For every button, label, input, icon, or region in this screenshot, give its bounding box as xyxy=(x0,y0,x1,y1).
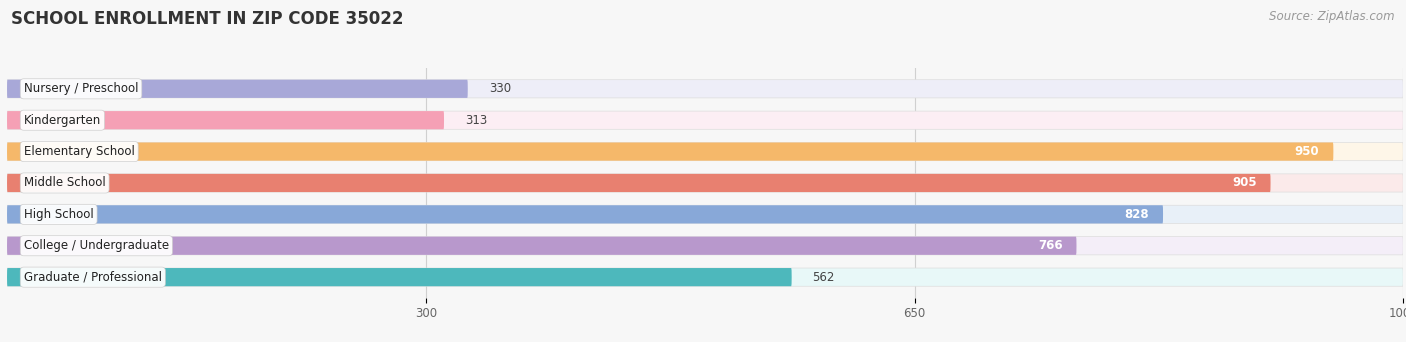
Text: 950: 950 xyxy=(1295,145,1319,158)
Text: 905: 905 xyxy=(1232,176,1257,189)
Text: Nursery / Preschool: Nursery / Preschool xyxy=(24,82,138,95)
FancyBboxPatch shape xyxy=(7,268,792,286)
Text: 828: 828 xyxy=(1125,208,1149,221)
Text: SCHOOL ENROLLMENT IN ZIP CODE 35022: SCHOOL ENROLLMENT IN ZIP CODE 35022 xyxy=(11,10,404,28)
Text: Graduate / Professional: Graduate / Professional xyxy=(24,271,162,284)
Text: 766: 766 xyxy=(1038,239,1063,252)
FancyBboxPatch shape xyxy=(7,80,468,98)
Text: 562: 562 xyxy=(813,271,835,284)
FancyBboxPatch shape xyxy=(7,237,1403,255)
Text: College / Undergraduate: College / Undergraduate xyxy=(24,239,169,252)
Text: 313: 313 xyxy=(465,114,488,127)
FancyBboxPatch shape xyxy=(7,205,1163,223)
Text: 330: 330 xyxy=(489,82,510,95)
FancyBboxPatch shape xyxy=(7,111,1403,129)
FancyBboxPatch shape xyxy=(7,80,1403,98)
Text: Middle School: Middle School xyxy=(24,176,105,189)
FancyBboxPatch shape xyxy=(7,143,1403,161)
FancyBboxPatch shape xyxy=(7,174,1403,192)
Text: Source: ZipAtlas.com: Source: ZipAtlas.com xyxy=(1270,10,1395,23)
FancyBboxPatch shape xyxy=(7,205,1403,223)
Text: High School: High School xyxy=(24,208,94,221)
Text: Elementary School: Elementary School xyxy=(24,145,135,158)
FancyBboxPatch shape xyxy=(7,237,1077,255)
FancyBboxPatch shape xyxy=(7,174,1271,192)
FancyBboxPatch shape xyxy=(7,143,1333,161)
Text: Kindergarten: Kindergarten xyxy=(24,114,101,127)
FancyBboxPatch shape xyxy=(7,111,444,129)
FancyBboxPatch shape xyxy=(7,268,1403,286)
